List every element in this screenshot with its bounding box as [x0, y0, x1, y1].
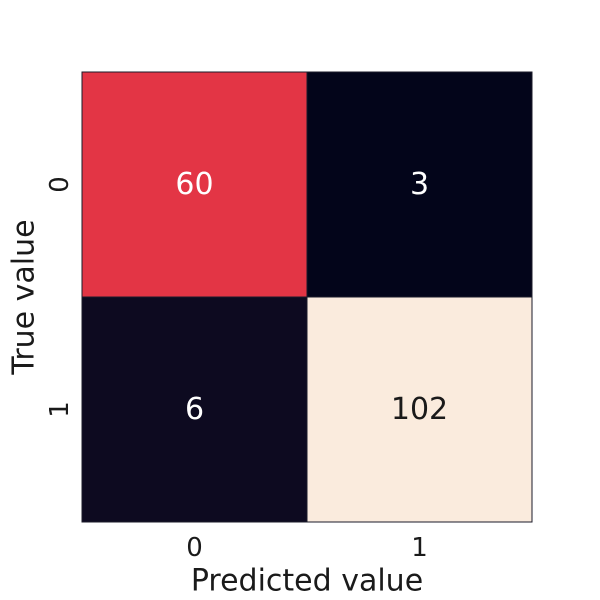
cell-value-1-0: 6: [185, 392, 204, 427]
x-tick-label-1: 1: [411, 533, 428, 563]
heatmap-cell-0-1: [306, 71, 533, 298]
heatmap-cells: 60 3 6 102: [81, 71, 533, 523]
heatmap-cell-1-0: [81, 296, 308, 523]
heatmap-cell-0-0: [81, 71, 308, 298]
y-tick-label-1: 1: [45, 401, 75, 418]
y-axis-label: True value: [7, 219, 42, 375]
x-tick-label-0: 0: [186, 533, 203, 563]
y-tick-label-0: 0: [45, 176, 75, 193]
cell-value-1-1: 102: [391, 392, 448, 427]
cell-value-0-0: 60: [175, 167, 213, 202]
cell-value-0-1: 3: [410, 167, 429, 202]
heatmap-cell-1-1: [306, 296, 533, 523]
y-tick-labels: 01: [45, 176, 75, 418]
x-axis-label: Predicted value: [191, 564, 423, 599]
